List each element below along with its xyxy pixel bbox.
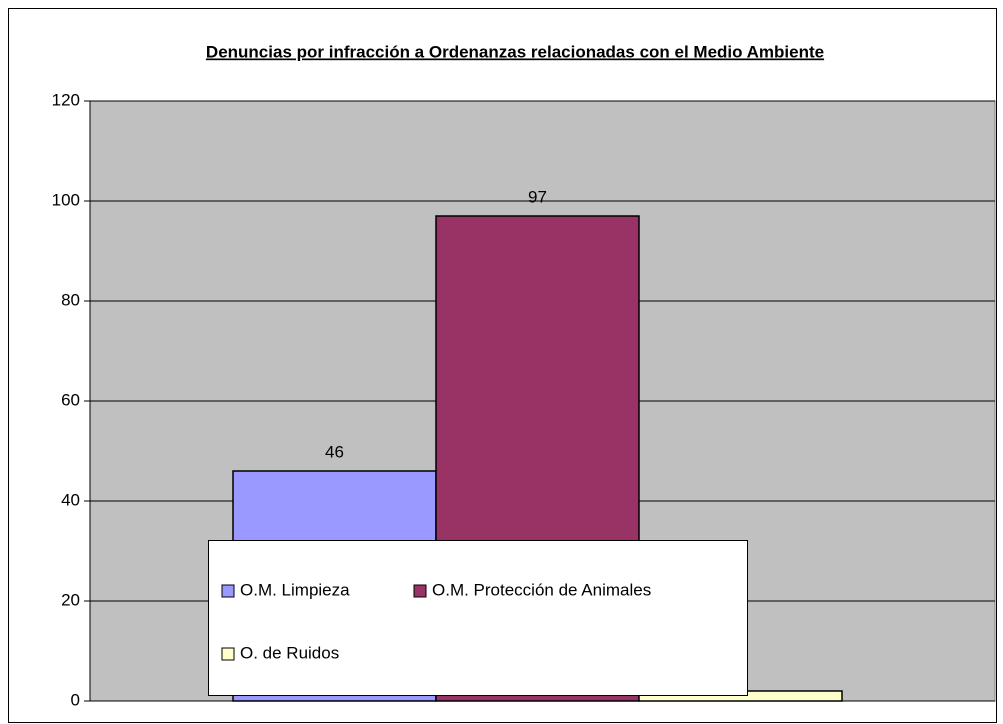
y-tick-label: 20: [61, 590, 80, 609]
chart-title: Denuncias por infracción a Ordenanzas re…: [206, 42, 824, 61]
y-tick-label: 0: [71, 690, 80, 709]
y-tick-label: 80: [61, 290, 80, 309]
legend-swatch: [413, 584, 427, 598]
legend-swatch: [221, 647, 235, 661]
y-tick-label: 100: [52, 190, 80, 209]
legend-box: [208, 540, 748, 696]
legend-swatch: [221, 584, 235, 598]
legend-label: O.M. Limpieza: [240, 580, 350, 599]
legend-label: O.M. Protección de Animales: [432, 580, 651, 599]
data-label: 46: [325, 442, 344, 461]
legend-label: O. de Ruidos: [240, 643, 339, 662]
y-tick-label: 120: [52, 90, 80, 109]
data-label: 97: [528, 187, 547, 206]
y-tick-label: 60: [61, 390, 80, 409]
y-tick-label: 40: [61, 490, 80, 509]
